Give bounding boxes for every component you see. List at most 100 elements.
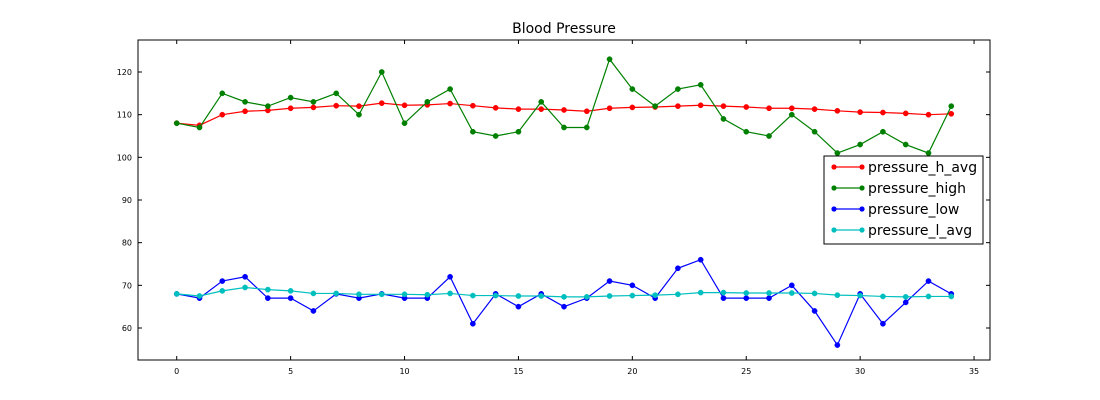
data-point-pressure_l_avg: [652, 292, 658, 298]
data-point-pressure_h_avg: [242, 108, 248, 115]
data-point-pressure_high: [538, 99, 545, 105]
data-point-pressure_low: [880, 320, 886, 327]
data-point-pressure_h_avg: [219, 111, 226, 118]
data-point-pressure_l_avg: [378, 291, 385, 298]
data-point-pressure_h_avg: [606, 105, 613, 112]
y-tick-label: 70: [122, 281, 132, 290]
data-point-pressure_h_avg: [287, 105, 294, 112]
data-point-pressure_h_avg: [378, 100, 385, 106]
data-point-pressure_low: [675, 265, 681, 272]
data-point-pressure_l_avg: [583, 294, 590, 300]
data-point-pressure_high: [606, 56, 613, 63]
data-point-pressure_low: [310, 308, 317, 314]
data-point-pressure_high: [492, 133, 499, 139]
data-point-pressure_low: [766, 295, 772, 301]
x-tick-label: 5: [288, 367, 293, 376]
data-point-pressure_low: [470, 320, 476, 327]
data-point-pressure_high: [265, 103, 271, 109]
data-point-pressure_h_avg: [811, 106, 818, 112]
data-point-pressure_low: [811, 308, 818, 314]
data-point-pressure_l_avg: [697, 289, 704, 296]
data-point-pressure_l_avg: [333, 290, 340, 297]
data-point-pressure_low: [606, 278, 613, 284]
data-point-pressure_high: [880, 128, 886, 135]
legend-label-pressure_high: pressure_high: [868, 181, 966, 197]
data-point-pressure_l_avg: [720, 289, 727, 296]
data-point-pressure_l_avg: [219, 288, 226, 294]
legend-marker-pressure_high: [831, 185, 837, 191]
data-point-pressure_low: [902, 299, 909, 306]
data-point-pressure_l_avg: [925, 293, 932, 300]
y-tick-label: 120: [117, 68, 132, 77]
data-point-pressure_h_avg: [447, 100, 453, 107]
x-tick-label: 20: [627, 367, 637, 376]
data-point-pressure_high: [561, 124, 567, 131]
series-layer: [173, 56, 955, 348]
data-point-pressure_high: [902, 141, 909, 148]
data-point-pressure_h_avg: [629, 104, 636, 111]
axis-ticks: 0 5 10 15 20 25 30 35 60 70 80 90 100 110 120: [117, 40, 990, 376]
data-point-pressure_high: [811, 128, 818, 135]
x-tick-label: 15: [513, 367, 523, 376]
data-point-pressure_high: [788, 111, 795, 118]
legend-marker-pressure_low: [859, 206, 865, 212]
y-tick-label: 110: [117, 111, 132, 120]
data-point-pressure_l_avg: [743, 290, 750, 296]
data-point-pressure_h_avg: [583, 108, 590, 115]
data-point-pressure_low: [447, 273, 453, 280]
data-point-pressure_l_avg: [196, 293, 203, 299]
data-point-pressure_high: [424, 99, 431, 105]
data-point-pressure_low: [287, 295, 294, 301]
data-point-pressure_l_avg: [561, 294, 567, 300]
legend-marker-pressure_h_avg: [859, 164, 865, 170]
data-point-pressure_low: [788, 282, 795, 289]
data-point-pressure_high: [356, 111, 362, 118]
data-point-pressure_high: [743, 128, 750, 135]
data-point-pressure_high: [219, 90, 226, 97]
data-point-pressure_h_avg: [880, 109, 886, 116]
data-point-pressure_l_avg: [492, 292, 499, 299]
data-point-pressure_low: [925, 278, 932, 284]
x-tick-label: 35: [969, 367, 979, 376]
data-point-pressure_low: [242, 273, 248, 280]
legend-box: [823, 155, 984, 245]
data-point-pressure_high: [515, 128, 522, 135]
data-point-pressure_high: [173, 120, 180, 127]
data-point-pressure_low: [265, 295, 271, 301]
data-point-pressure_high: [287, 94, 294, 101]
data-point-pressure_l_avg: [242, 284, 248, 291]
data-point-pressure_l_avg: [766, 290, 772, 296]
data-point-pressure_high: [948, 103, 955, 109]
data-point-pressure_h_avg: [925, 111, 932, 118]
data-point-pressure_high: [652, 103, 658, 109]
data-point-pressure_l_avg: [515, 293, 522, 299]
series-pressure_l_avg: [173, 284, 955, 300]
data-point-pressure_high: [629, 86, 636, 92]
data-point-pressure_h_avg: [675, 103, 681, 109]
data-point-pressure_l_avg: [834, 292, 841, 298]
data-point-pressure_h_avg: [538, 106, 545, 112]
data-point-pressure_high: [333, 90, 340, 97]
data-point-pressure_l_avg: [675, 291, 681, 298]
data-point-pressure_l_avg: [880, 293, 886, 300]
data-point-pressure_high: [834, 150, 841, 156]
data-point-pressure_l_avg: [902, 294, 909, 300]
data-point-pressure_low: [834, 342, 841, 348]
data-point-pressure_low: [561, 303, 567, 310]
data-point-pressure_h_avg: [492, 104, 499, 111]
y-tick-label: 90: [122, 196, 132, 205]
data-point-pressure_high: [766, 133, 772, 139]
data-point-pressure_l_avg: [401, 291, 408, 298]
data-point-pressure_low: [743, 295, 750, 301]
data-point-pressure_high: [196, 124, 203, 131]
data-point-pressure_low: [515, 303, 522, 310]
data-point-pressure_h_avg: [333, 102, 340, 109]
data-point-pressure_high: [470, 128, 476, 135]
data-point-pressure_h_avg: [310, 104, 317, 111]
data-point-pressure_l_avg: [948, 293, 955, 300]
data-point-pressure_low: [219, 278, 226, 284]
data-point-pressure_low: [720, 295, 727, 301]
data-point-pressure_h_avg: [948, 110, 955, 117]
y-tick-label: 80: [122, 239, 132, 248]
